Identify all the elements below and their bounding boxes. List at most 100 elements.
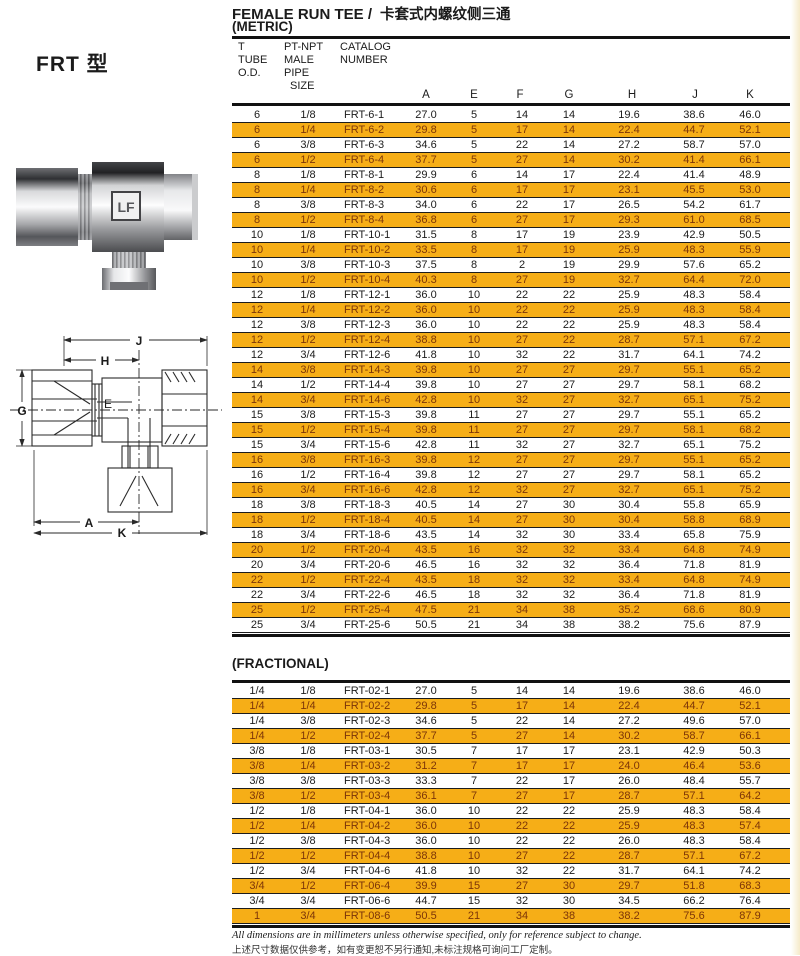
cell: 34.0 <box>415 199 437 211</box>
cell: 15 <box>467 880 481 892</box>
cell: 40.3 <box>415 274 437 286</box>
cell: 26.0 <box>618 775 640 787</box>
cell: 14 <box>250 364 264 376</box>
cell: 50.5 <box>415 910 437 922</box>
table-row: 3/4 3/4 FRT-06-6 44.7 15 32 30 34.5 66.2 76.4 <box>232 894 790 909</box>
cell: 32.7 <box>618 394 640 406</box>
catalog-number-cell: FRT-06-4 <box>344 880 391 892</box>
table-row: 8 1/2 FRT-8-4 36.8 6 27 17 29.3 61.0 68.5 <box>232 213 790 228</box>
cell: 27 <box>515 469 529 481</box>
cell: 17 <box>515 184 529 196</box>
cell: 22.4 <box>618 169 640 181</box>
catalog-number-cell: FRT-03-4 <box>344 790 391 802</box>
catalog-number-cell: FRT-8-3 <box>344 199 385 211</box>
catalog-number-cell: FRT-06-6 <box>344 895 391 907</box>
cell: 31.7 <box>618 865 640 877</box>
cell: 20 <box>250 544 264 556</box>
cell: 10 <box>250 229 264 241</box>
cell: 71.8 <box>683 589 705 601</box>
cell: 30.2 <box>618 154 640 166</box>
cell: 27 <box>515 499 529 511</box>
table-row: 18 1/2 FRT-18-4 40.5 14 27 30 30.4 58.8 68.9 <box>232 513 790 528</box>
cell: 32 <box>515 559 529 571</box>
catalog-number-cell: FRT-6-1 <box>344 109 385 121</box>
cell: 22 <box>515 835 529 847</box>
cell: 65.2 <box>739 364 761 376</box>
catalog-number-cell: FRT-14-3 <box>344 364 391 376</box>
table-row: 6 1/8 FRT-6-1 27.0 5 14 14 19.6 38.6 46.0 <box>232 108 790 123</box>
cell: 33.4 <box>618 529 640 541</box>
cell: 43.5 <box>415 544 437 556</box>
cell: 27 <box>562 454 576 466</box>
cell: 27 <box>562 469 576 481</box>
catalog-number-cell: FRT-03-3 <box>344 775 391 787</box>
cell: 32 <box>515 544 529 556</box>
cell: 22 <box>515 304 529 316</box>
table-row: 10 1/2 FRT-10-4 40.3 8 27 19 32.7 64.4 72.0 <box>232 273 790 288</box>
table-row: 12 3/4 FRT-12-6 41.8 10 32 22 31.7 64.1 74.2 <box>232 348 790 363</box>
cell: 41.8 <box>415 865 437 877</box>
cell: 32 <box>515 574 529 586</box>
cell: 14 <box>562 715 576 727</box>
cell: 58.1 <box>683 469 705 481</box>
catalog-number-cell: FRT-18-6 <box>344 529 391 541</box>
cell: 17 <box>515 700 529 712</box>
cell: 81.9 <box>739 559 761 571</box>
cell: 64.8 <box>683 574 705 586</box>
cell: 22 <box>562 850 576 862</box>
cell: 1/4 <box>300 124 316 136</box>
table-row: 12 1/8 FRT-12-1 36.0 10 22 22 25.9 48.3 58.4 <box>232 288 790 303</box>
cell: 31.7 <box>618 349 640 361</box>
catalog-number-cell: FRT-18-3 <box>344 499 391 511</box>
cell: 38.6 <box>683 109 705 121</box>
cell: 58.4 <box>739 319 761 331</box>
cell: 10 <box>467 394 481 406</box>
rule-under-title <box>232 36 790 39</box>
cell: 3/8 <box>249 790 265 802</box>
cell: 19.6 <box>618 685 640 697</box>
cell: 71.8 <box>683 559 705 571</box>
cell: 17 <box>562 745 576 757</box>
cell: 3/4 <box>300 619 316 631</box>
cell: 5 <box>470 730 478 742</box>
cell: 46.4 <box>683 760 705 772</box>
cell: 1/4 <box>300 700 316 712</box>
cell: 58.7 <box>683 730 705 742</box>
catalog-number-cell: FRT-6-3 <box>344 139 385 151</box>
cell: 1/4 <box>249 685 265 697</box>
cell: 38.8 <box>415 334 437 346</box>
cell: 58.1 <box>683 424 705 436</box>
cell: 18 <box>250 514 264 526</box>
cell: 1/8 <box>300 685 316 697</box>
catalog-number-cell: FRT-03-1 <box>344 745 391 757</box>
cell: 27 <box>515 154 529 166</box>
catalog-number-cell: FRT-25-6 <box>344 619 391 631</box>
catalog-number-cell: FRT-16-6 <box>344 484 391 496</box>
cell: 32 <box>562 544 576 556</box>
cell: 68.2 <box>739 424 761 436</box>
title-chinese: 卡套式内螺纹侧三通 <box>380 7 511 23</box>
catalog-number-cell: FRT-22-6 <box>344 589 391 601</box>
cell: 14 <box>467 514 481 526</box>
cell: 3/4 <box>300 529 316 541</box>
cell: 23.9 <box>618 229 640 241</box>
table-row: 20 1/2 FRT-20-4 43.5 16 32 32 33.4 64.8 74.9 <box>232 543 790 558</box>
cell: 7 <box>470 760 478 772</box>
cell: 29.9 <box>415 169 437 181</box>
cell: 25.9 <box>618 805 640 817</box>
cell: 1/4 <box>249 730 265 742</box>
cell: 12 <box>250 289 264 301</box>
cell: 87.9 <box>739 619 761 631</box>
catalog-number-cell: FRT-08-6 <box>344 910 391 922</box>
cell: 34.5 <box>618 895 640 907</box>
cell: 3/4 <box>300 349 316 361</box>
table-row: 1/2 1/2 FRT-04-4 38.8 10 27 22 28.7 57.1 67.2 <box>232 849 790 864</box>
brand-logo: LF <box>117 199 135 215</box>
cell: 65.1 <box>683 439 705 451</box>
cell: 3/8 <box>300 364 316 376</box>
catalog-number-cell: FRT-04-1 <box>344 805 391 817</box>
cell: 3/4 <box>300 484 316 496</box>
cell: 27 <box>562 364 576 376</box>
cell: 36.8 <box>415 214 437 226</box>
catalog-number-cell: FRT-20-4 <box>344 544 391 556</box>
